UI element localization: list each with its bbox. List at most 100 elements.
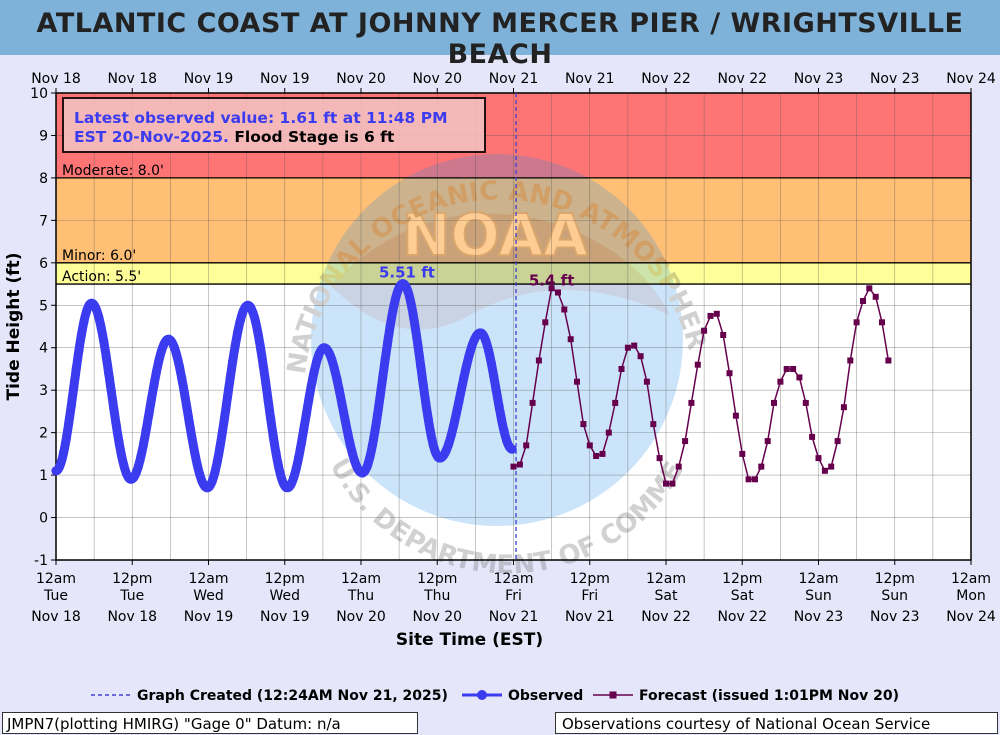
observed-point (423, 415, 433, 425)
forecast-point (834, 438, 841, 445)
bottom-tick-day: Tue (119, 588, 144, 604)
bottom-tick-time: 12pm (265, 571, 305, 587)
y-tick-label: 6 (39, 256, 48, 272)
stage-labels: Moderate: 8.0' Minor: 6.0' Action: 5.5' (56, 163, 971, 285)
observed-point (375, 392, 385, 402)
forecast-point (872, 293, 879, 300)
observed-point (91, 304, 101, 314)
observed-point (273, 461, 283, 471)
observed-point (454, 397, 464, 407)
observed-point (334, 386, 344, 396)
observed-point (69, 382, 79, 392)
observed-point (251, 317, 260, 327)
forecast-point (720, 332, 727, 338)
forecast-point (694, 361, 701, 368)
observed-point (99, 336, 109, 346)
observed-point (104, 369, 114, 378)
observed-point (114, 437, 124, 447)
observed-point (370, 426, 380, 436)
observed-point (210, 467, 220, 477)
observed-point (421, 398, 431, 408)
observed-point (172, 350, 182, 360)
legend: Graph Created (12:24AM Nov 21, 2025) Obs… (91, 688, 899, 704)
observed-point (296, 439, 306, 449)
observed-point (464, 351, 474, 361)
observed-point (491, 386, 501, 396)
observed-point (385, 321, 395, 331)
observed-point (347, 447, 357, 457)
observed-point (362, 461, 372, 471)
observed-point (182, 403, 192, 413)
forecast-point (580, 421, 587, 428)
forecast-point (847, 357, 854, 364)
observed-point (218, 427, 227, 436)
info-line2-flood-stage: Flood Stage is 6 ft (229, 128, 395, 146)
observed-point (119, 461, 129, 471)
forecast-point (548, 285, 555, 292)
bottom-tick-day: Tue (43, 588, 68, 604)
observed-point (220, 409, 230, 419)
top-tick-label: Nov 19 (260, 71, 310, 87)
forecast-point (885, 357, 892, 364)
bottom-tick-day: Sun (805, 588, 832, 604)
bottom-tick-time: 12pm (722, 571, 762, 587)
observed-point (116, 450, 126, 460)
bottom-tick-day: Sun (881, 588, 908, 604)
forecast-point (599, 450, 606, 457)
observed-point (451, 409, 461, 419)
observed-point (141, 425, 151, 434)
forecast-point (783, 366, 790, 372)
observed-point (253, 329, 263, 339)
observed-point (444, 439, 454, 449)
bottom-tick-date: Nov 18 (31, 609, 81, 625)
forecast-point (631, 342, 638, 349)
observed-point (96, 322, 106, 332)
observed-series (51, 279, 517, 493)
observed-point (248, 308, 258, 318)
observed-point (111, 421, 121, 431)
bottom-tick-date: Nov 20 (412, 609, 462, 625)
bottom-tick-date: Nov 19 (260, 609, 310, 625)
observed-point (456, 384, 466, 394)
observed-point (74, 346, 84, 356)
observed-point (408, 309, 418, 319)
bottom-tick-time: 12am (36, 571, 76, 587)
y-tick-label: 3 (39, 383, 48, 399)
annotations: 5.51 ft 5.4 ft (379, 264, 574, 290)
observed-point (406, 296, 416, 306)
observed-point (101, 352, 111, 361)
bottom-tick-date: Nov 24 (946, 609, 996, 625)
observed-point (223, 392, 233, 401)
forecast-point (758, 463, 765, 470)
observed-point (294, 452, 304, 462)
bottom-tick-time: 12am (493, 571, 533, 587)
stage-label-action: Action: 5.5' (62, 269, 141, 285)
forecast-point (567, 336, 574, 343)
forecast-point (675, 463, 682, 470)
bottom-tick-day: Fri (581, 588, 598, 604)
observed-point (301, 409, 311, 419)
observed-point (230, 341, 240, 351)
observed-point (179, 388, 189, 398)
observed-point (149, 381, 159, 390)
forecast-point (523, 442, 530, 449)
bottom-tick-time: 12am (188, 571, 228, 587)
forecast-point (643, 378, 650, 385)
observed-point (154, 355, 164, 365)
observed-point (449, 420, 459, 430)
forecast-point (535, 357, 542, 364)
bottom-tick-time: 12am (798, 571, 838, 587)
bottom-tick-time: 12am (646, 571, 686, 587)
observed-point (146, 395, 156, 405)
observed-point (134, 461, 144, 470)
forecast-point (815, 455, 822, 462)
observed-point (340, 412, 349, 422)
observed-point (378, 373, 388, 383)
forecast-point (732, 412, 739, 419)
observed-point (71, 363, 81, 373)
y-axis-label: Tide Height (ft) (4, 252, 24, 400)
bottom-tick-date: Nov 21 (565, 609, 615, 625)
forecast-point (510, 463, 517, 470)
observed-point (233, 327, 243, 337)
observed-point (367, 440, 377, 450)
